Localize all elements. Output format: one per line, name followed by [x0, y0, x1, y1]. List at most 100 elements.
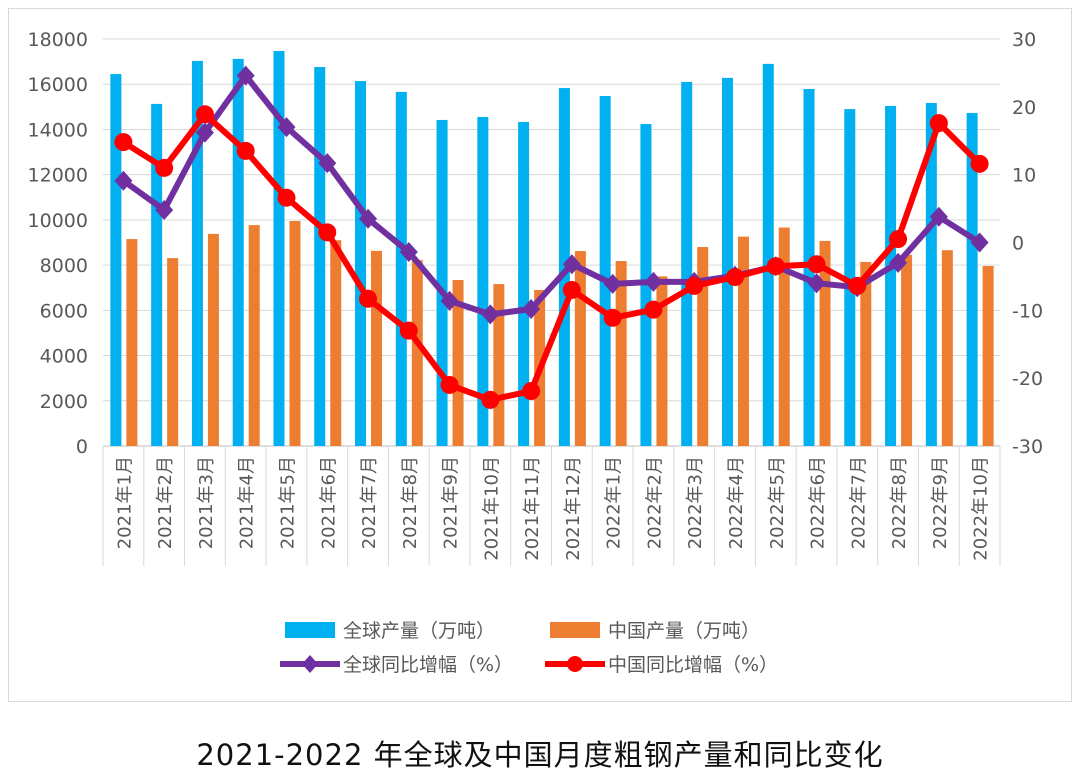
category-label: 2021年3月 [196, 456, 217, 549]
china-output-bar [615, 261, 627, 446]
china-output-bar [737, 236, 749, 446]
china-yoy-point [440, 375, 459, 394]
china-output-bar [901, 254, 913, 446]
china-output-bar [207, 233, 219, 446]
right-tick-label: -20 [1012, 368, 1043, 390]
legend-marker [302, 655, 318, 673]
chart-title: 2021-2022 年全球及中国月度粗钢产量和同比变化 [196, 738, 884, 772]
left-tick-label: 6000 [40, 300, 88, 322]
china-output-bar [574, 251, 586, 446]
china-output-bar [493, 284, 505, 446]
china-yoy-point [725, 268, 744, 287]
china-yoy-point [929, 114, 948, 133]
legend-label: 全球产量（万吨） [343, 620, 495, 642]
global-output-bar [477, 117, 489, 446]
category-label: 2021年6月 [318, 456, 339, 549]
global-output-bar [599, 95, 611, 446]
global-yoy-point [603, 273, 622, 294]
category-label: 2021年11月 [522, 456, 543, 561]
category-label: 2022年8月 [889, 456, 910, 549]
category-label: 2021年5月 [277, 456, 298, 549]
legend-label: 全球同比增幅（%） [343, 654, 513, 676]
china-output-bar [778, 227, 790, 446]
global-yoy-point [114, 170, 133, 191]
global-output-bar [273, 50, 285, 447]
china-output-bar [330, 240, 342, 446]
left-tick-label: 4000 [40, 346, 88, 368]
global-output-bar [151, 103, 163, 446]
china-yoy-point [685, 276, 704, 295]
global-yoy-point [522, 298, 541, 319]
left-tick-label: 18000 [28, 29, 88, 51]
global-output-bar [436, 119, 448, 446]
china-output-bar [167, 258, 179, 446]
china-yoy-line [121, 111, 982, 403]
left-tick-label: 16000 [28, 74, 88, 96]
global-yoy-point [399, 241, 418, 262]
china-output-bar [126, 239, 138, 446]
global-yoy-point [277, 117, 296, 138]
china-output-bar [411, 260, 423, 446]
legend-swatch [285, 622, 335, 638]
category-label: 2022年7月 [848, 456, 869, 549]
china-output-bar [941, 250, 953, 446]
category-label: 2022年1月 [604, 456, 625, 549]
china-yoy-point [766, 257, 785, 276]
global-output-bar [191, 60, 203, 447]
category-label: 2021年9月 [441, 456, 462, 549]
right-tick-label: -10 [1012, 300, 1043, 322]
global-output-bar [558, 88, 570, 447]
category-label: 2022年10月 [971, 456, 992, 561]
china-output-bar [982, 266, 994, 446]
category-label: 2021年4月 [237, 456, 258, 549]
category-label: 2022年9月 [930, 456, 951, 549]
global-yoy-point [970, 232, 989, 253]
category-label: 2021年10月 [481, 456, 502, 561]
left-tick-label: 12000 [28, 165, 88, 187]
global-yoy-point [644, 271, 663, 292]
global-output-bar [314, 67, 326, 446]
global-yoy-point [195, 122, 214, 143]
left-tick-label: 14000 [28, 119, 88, 141]
global-output-bar [518, 121, 530, 446]
global-yoy-point [481, 304, 500, 325]
left-tick-label: 2000 [40, 391, 88, 413]
category-label: 2022年5月 [767, 456, 788, 549]
category-label: 2022年6月 [808, 456, 829, 549]
global-yoy-point [929, 206, 948, 227]
global-yoy-point [155, 199, 174, 220]
china-yoy-point [481, 390, 500, 409]
global-yoy-point [359, 208, 378, 229]
china-yoy-point [318, 223, 337, 242]
china-yoy-point [155, 158, 174, 177]
china-yoy-point [807, 255, 826, 274]
china-yoy-point [848, 276, 867, 295]
china-yoy-point [562, 280, 581, 299]
legend-label: 中国同比增幅（%） [608, 654, 778, 676]
global-output-bar [355, 81, 367, 446]
category-label: 2022年4月 [726, 456, 747, 549]
global-output-bar [232, 58, 244, 447]
china-yoy-point [277, 188, 296, 207]
legend-marker [567, 656, 583, 672]
legend-label: 中国产量（万吨） [608, 620, 760, 642]
china-yoy-point [114, 133, 133, 152]
category-label: 2022年3月 [685, 456, 706, 549]
china-output-bar [371, 250, 383, 446]
china-yoy-point [644, 300, 663, 319]
global-output-bar [925, 102, 937, 446]
china-output-bar [248, 225, 260, 446]
china-output-bar [452, 280, 464, 446]
category-label: 2021年8月 [400, 456, 421, 549]
right-tick-label: 30 [1012, 29, 1036, 51]
china-yoy-point [195, 105, 214, 124]
right-tick-label: 20 [1012, 97, 1036, 119]
china-yoy-point [889, 230, 908, 249]
global-output-bar [885, 105, 897, 446]
global-yoy-line [121, 72, 982, 318]
category-label: 2021年1月 [114, 456, 135, 549]
china-yoy-point [236, 141, 255, 160]
category-label: 2021年12月 [563, 456, 584, 561]
left-tick-label: 10000 [28, 210, 88, 232]
